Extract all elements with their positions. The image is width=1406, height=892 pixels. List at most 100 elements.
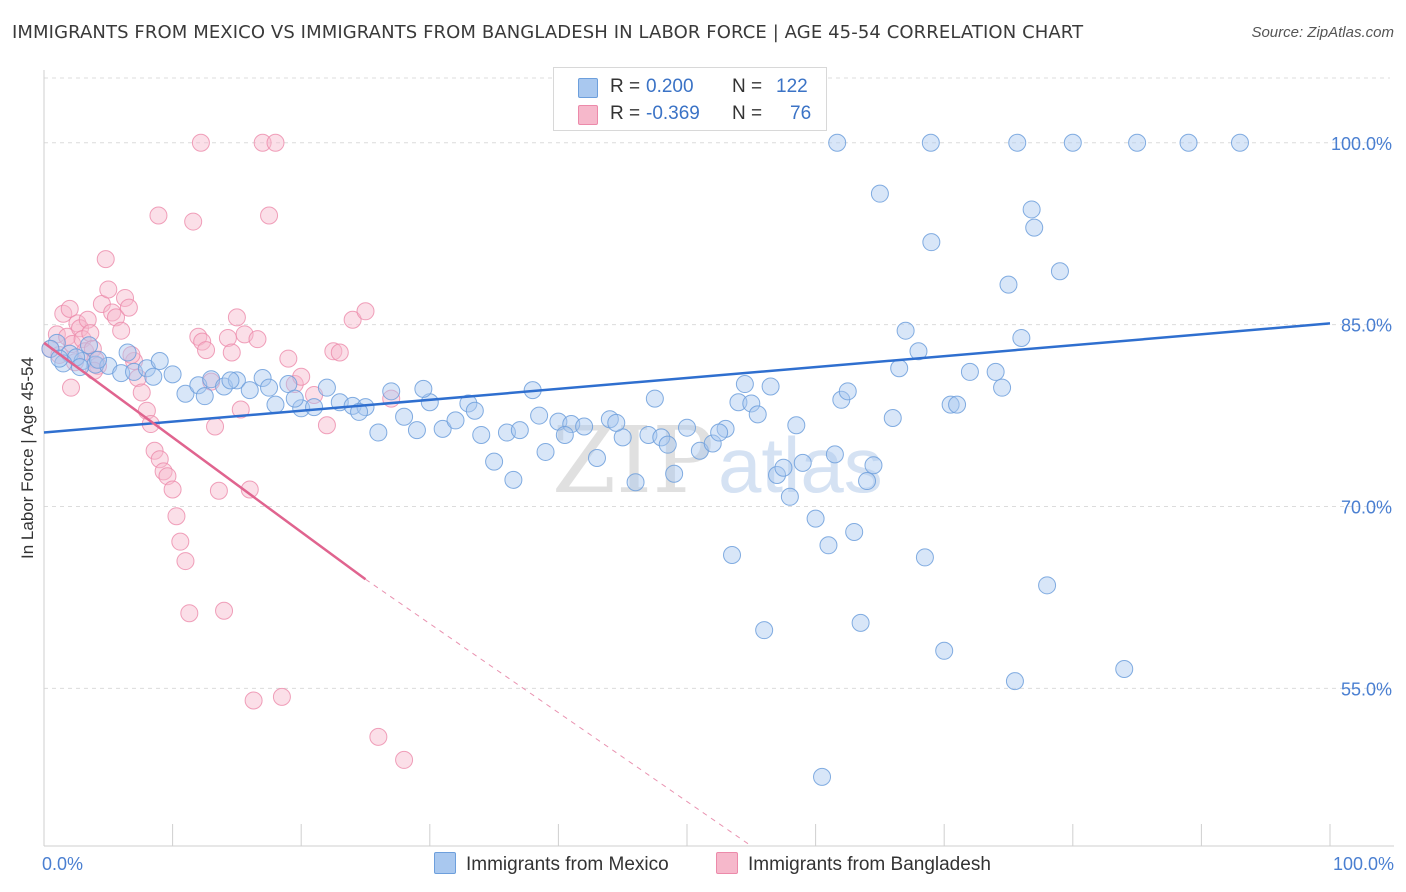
mexico-point [703,434,722,453]
mexico-point [806,509,825,528]
mexico-point [536,442,555,461]
bangladesh-point [272,687,291,706]
mexico-point [748,405,767,424]
mexico-point [253,368,272,387]
mexico-point [828,133,847,152]
bangladesh-point [231,400,250,419]
mexico-point [1025,218,1044,237]
mexico-point [163,365,182,384]
bangladesh-point [369,727,388,746]
mexico-point [227,371,246,390]
bangladesh-points [41,133,414,769]
bangladesh-point [158,467,177,486]
mexico-point [266,395,285,414]
bangladesh-point [107,308,126,327]
mexico-point [793,453,812,472]
mexico-point [369,423,388,442]
legend-n-value: 122 [776,76,808,97]
mexico-point [414,379,433,398]
mexico-point [465,401,484,420]
watermark-atlas: atlas [718,421,883,509]
mexico-point [723,546,742,564]
mexico-point [921,133,940,152]
legend-swatch-bangladesh [578,105,598,125]
mexico-point [382,382,401,401]
mexico-point [883,408,902,427]
mexico-point [858,472,877,491]
mexico-point [446,411,465,430]
bangladesh-point [184,212,203,231]
legend-r-value: 0.200 [646,76,694,97]
bangladesh-point [119,298,138,317]
bangladesh-point [78,310,97,329]
mexico-point [407,421,426,440]
mexico-point [755,621,774,640]
mexico-point [710,423,729,442]
mexico-point [665,464,684,483]
mexico-point [86,355,105,374]
mexico-point [195,387,214,406]
mexico-point [176,384,195,403]
mexico-point [915,548,934,567]
bangladesh-point [222,343,241,362]
bangladesh-point [209,481,228,500]
mexico-point [922,233,941,252]
bangladesh-point [132,383,151,402]
mexico-point [742,394,761,413]
bangladesh-point [206,417,225,436]
mexico-point [292,399,311,418]
mexico-point [896,321,915,340]
legend-r-label: R = [610,103,641,124]
bangladesh-point [60,299,79,318]
bangladesh-point [330,343,349,362]
mexico-point [729,393,748,412]
mexico-point [1012,328,1031,347]
mexico-point [986,362,1005,381]
mexico-point [50,349,69,368]
legend-n-label: N = [732,103,763,124]
bangladesh-point [116,288,135,307]
y-tick-label: 85.0% [1341,316,1392,336]
mexico-point [260,378,279,397]
mexico-point [530,406,549,425]
bottom-legend-swatch-bangladesh [716,852,738,874]
bangladesh-point [145,441,164,460]
y-axis-label: In Labor Force | Age 45-54 [18,357,37,559]
mexico-point [813,767,832,786]
legend-swatch-mexico [578,78,598,98]
mexico-point [395,407,414,426]
bangladesh-point [197,341,216,360]
mexico-point [285,389,304,408]
mexico-point [607,413,626,432]
bangladesh-point [176,552,195,571]
tick-labels: 100.0% 85.0% 70.0% 55.0% 0.0% 100.0% [42,134,1394,874]
chart-source: Source: ZipAtlas.com [1251,24,1394,41]
mexico-point [240,381,259,400]
mexico-point [144,367,163,386]
mexico-point [112,364,131,383]
legend-box: R = 0.200 N = 122 R = -0.369 N = 76 [553,67,827,131]
bottom-legend-swatch-mexico [434,852,456,874]
bangladesh-point [99,280,118,299]
bangladesh-trend-line [43,341,367,581]
bangladesh-point [395,750,414,769]
mexico-point [1115,659,1134,678]
bangladesh-point [227,308,246,327]
mexico-point [1038,576,1057,595]
mexico-point [1008,133,1027,152]
legend-n-value: 76 [790,103,812,124]
bangladesh-point [163,480,182,499]
bangladesh-point [62,378,81,397]
bangladesh-point [317,416,336,435]
mexico-point [350,402,369,421]
mexico-point [1050,262,1069,281]
mexico-point [317,378,336,397]
legend-row-mexico: R = 0.200 N = 122 [554,74,826,100]
y-tick-label: 55.0% [1341,679,1392,699]
mexico-point [825,445,844,464]
bangladesh-point [96,250,115,269]
bangladesh-point [167,507,186,526]
mexico-point [1005,672,1024,691]
mexico-point [838,382,857,401]
mexico-point [89,350,108,369]
